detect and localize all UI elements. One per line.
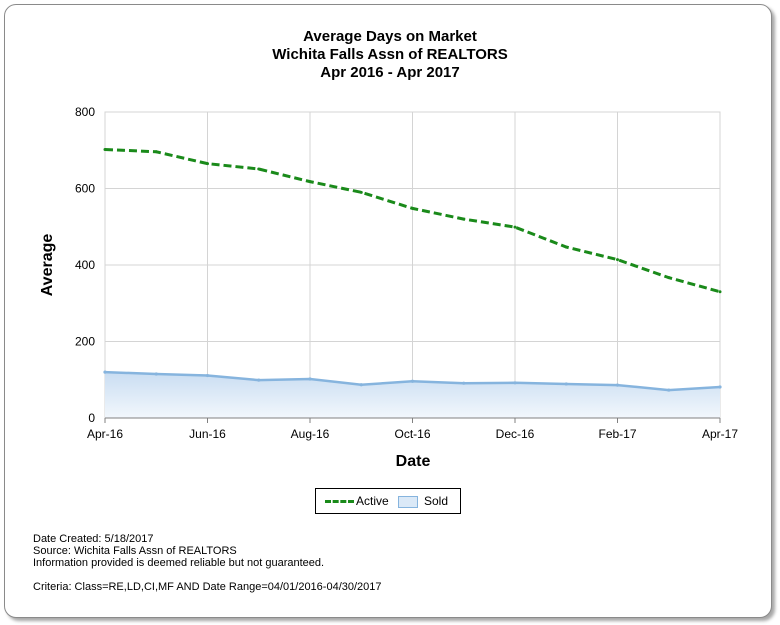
- legend-sold-swatch: [398, 496, 418, 508]
- y-tick-label: 200: [75, 335, 95, 349]
- x-tick-label: Jun-16: [189, 427, 226, 441]
- active-point: [411, 206, 414, 210]
- active-point: [718, 290, 722, 294]
- active-point: [257, 167, 261, 171]
- active-point: [206, 162, 209, 166]
- y-tick-label: 600: [75, 182, 95, 196]
- footer-source: Source: Wichita Falls Assn of REALTORS: [33, 545, 237, 557]
- footer-date-created: Date Created: 5/18/2017: [33, 533, 154, 545]
- active-point: [564, 245, 568, 249]
- legend: Active Sold: [315, 488, 461, 514]
- sold-point: [154, 372, 158, 376]
- x-tick-label: Apr-17: [702, 427, 738, 441]
- x-tick-label: Oct-16: [394, 427, 430, 441]
- sold-point: [513, 381, 517, 385]
- active-point: [616, 258, 619, 262]
- footer-disclaimer: Information provided is deemed reliable …: [33, 557, 325, 569]
- sold-point: [205, 373, 210, 378]
- sold-point: [462, 381, 466, 385]
- active-point: [103, 147, 107, 151]
- legend-active-label: Active: [356, 494, 389, 508]
- active-point: [308, 180, 312, 184]
- x-tick-label: Feb-17: [598, 427, 636, 441]
- chart-subtitle-association: Wichita Falls Assn of REALTORS: [272, 46, 508, 63]
- chart-title: Average Days on Market: [303, 28, 477, 45]
- y-tick-label: 0: [88, 411, 95, 425]
- x-tick-label: Aug-16: [291, 427, 330, 441]
- chart-frame: [4, 4, 772, 618]
- y-axis-title: Average: [39, 234, 56, 297]
- sold-point: [718, 385, 722, 389]
- sold-point: [359, 383, 363, 387]
- y-tick-label: 400: [75, 258, 95, 272]
- footer-criteria: Criteria: Class=RE,LD,CI,MF AND Date Ran…: [33, 581, 382, 593]
- active-point: [513, 225, 517, 229]
- y-tick-label: 800: [75, 105, 95, 119]
- sold-point: [308, 377, 312, 381]
- legend-sold-label: Sold: [424, 494, 449, 508]
- active-point: [154, 150, 158, 154]
- x-axis-title: Date: [396, 453, 431, 470]
- active-point: [359, 190, 363, 194]
- active-point: [462, 217, 466, 221]
- sold-point: [667, 388, 671, 392]
- chart-subtitle-date-range: Apr 2016 - Apr 2017: [320, 64, 460, 81]
- sold-point: [410, 379, 415, 383]
- x-tick-label: Dec-16: [496, 427, 535, 441]
- legend-active-swatch: [325, 500, 354, 503]
- sold-point: [564, 382, 568, 386]
- sold-area: [105, 372, 720, 418]
- sold-point: [103, 370, 107, 374]
- active-point: [667, 276, 671, 280]
- sold-point: [257, 378, 261, 382]
- sold-point: [615, 383, 620, 387]
- x-tick-label: Apr-16: [87, 427, 123, 441]
